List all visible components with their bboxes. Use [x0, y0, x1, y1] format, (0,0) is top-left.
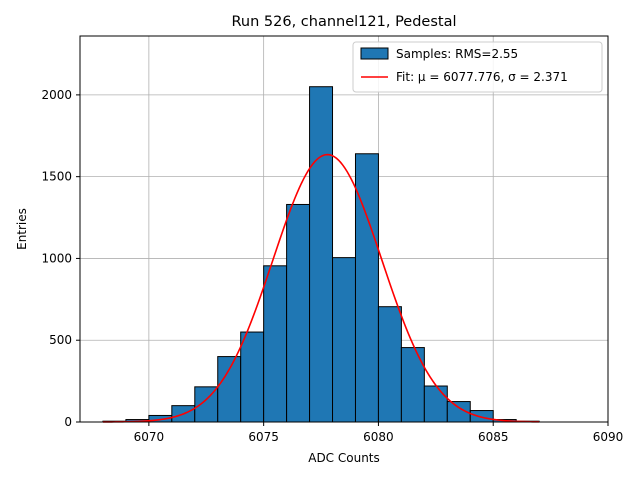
x-axis-label: ADC Counts: [308, 451, 380, 465]
axis-ticks: 6070 6075 6080 6085 6090 0 500 1000 1500 2000: [41, 88, 623, 444]
y-tick-label-0: 0: [64, 415, 72, 429]
histogram-bar-8: [286, 203, 311, 423]
y-tick-label-2: 1000: [41, 251, 72, 265]
histogram-bar-7: [263, 265, 288, 423]
x-tick-label-2: 6080: [363, 430, 394, 444]
histogram-bar-12: [377, 306, 402, 423]
x-tick-label-0: 6070: [134, 430, 165, 444]
histogram-bar-16: [469, 410, 494, 423]
legend-patch-samples: [360, 47, 389, 60]
fit-curve: [102, 153, 540, 423]
y-tick-label-4: 2000: [41, 88, 72, 102]
legend-box: [352, 41, 603, 93]
chart-title: Run 526, channel121, Pedestal: [231, 14, 456, 30]
histogram-bar-13: [400, 347, 425, 423]
fit-curve-group: [102, 153, 540, 423]
y-axis-label: Entries: [15, 208, 29, 250]
histogram-bar-6: [240, 331, 265, 423]
histogram-bar-5: [217, 356, 242, 423]
histogram-bar-14: [423, 385, 448, 423]
x-tick-label-1: 6075: [248, 430, 279, 444]
legend-label-fit: Fit: μ = 6077.776, σ = 2.371: [396, 70, 568, 84]
x-tick-label-4: 6090: [593, 430, 624, 444]
legend-label-samples: Samples: RMS=2.55: [396, 47, 518, 61]
histogram-bar-9: [309, 86, 334, 423]
legend: Samples: RMS=2.55 Fit: μ = 6077.776, σ =…: [352, 41, 603, 93]
y-tick-label-1: 500: [49, 333, 72, 347]
plot-frame: [79, 35, 609, 423]
histogram-bar-10: [332, 257, 356, 423]
x-tick-label-3: 6085: [478, 430, 509, 444]
y-tick-label-3: 1500: [41, 170, 72, 184]
